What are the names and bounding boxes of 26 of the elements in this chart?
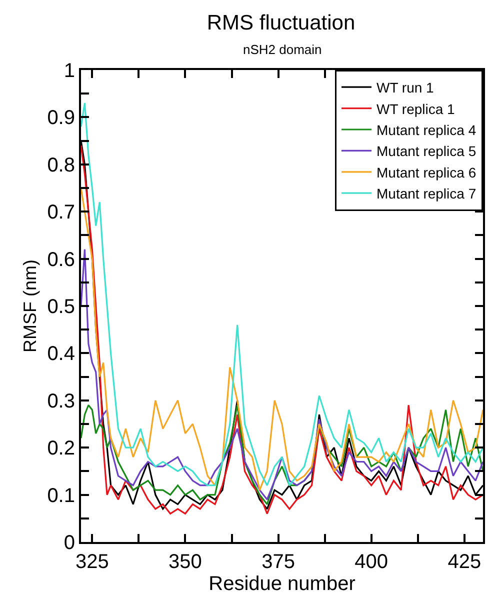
y-tick-label: 0.4	[47, 343, 75, 366]
y-tick-label: 0	[64, 532, 75, 554]
x-tick-label: 375	[262, 551, 295, 573]
y-tick-label: 1	[64, 60, 75, 82]
legend-label: Mutant replica 5	[376, 143, 476, 160]
x-tick-label: 350	[168, 551, 202, 573]
x-tick-label: 400	[354, 551, 388, 573]
y-tick-label: 0.5	[47, 296, 75, 318]
y-tick-label: 0.6	[47, 248, 75, 271]
chart-title: RMS fluctuation	[206, 12, 356, 35]
legend-label: WT replica 1	[376, 100, 456, 117]
y-tick-label: 0.1	[47, 484, 75, 507]
y-tick-label: 0.7	[47, 202, 75, 224]
legend-label: Mutant replica 4	[376, 122, 476, 138]
legend-label: WT run 1	[376, 80, 434, 96]
x-tick-label: 325	[75, 551, 109, 573]
x-axis-title: Residue number	[208, 573, 356, 595]
legend-label: Mutant replica 7	[376, 186, 476, 202]
legend-label: Mutant replica 6	[376, 164, 476, 180]
y-tick-label: 0.3	[47, 390, 75, 412]
y-tick-label: 0.8	[47, 154, 75, 176]
y-tick-label: 0.9	[47, 107, 75, 130]
y-axis-title: RMSF (nm)	[20, 260, 40, 352]
y-tick-label: 0.2	[47, 438, 75, 460]
chart-subtitle: nSH2 domain	[243, 42, 322, 57]
x-tick-label: 425	[448, 551, 482, 573]
